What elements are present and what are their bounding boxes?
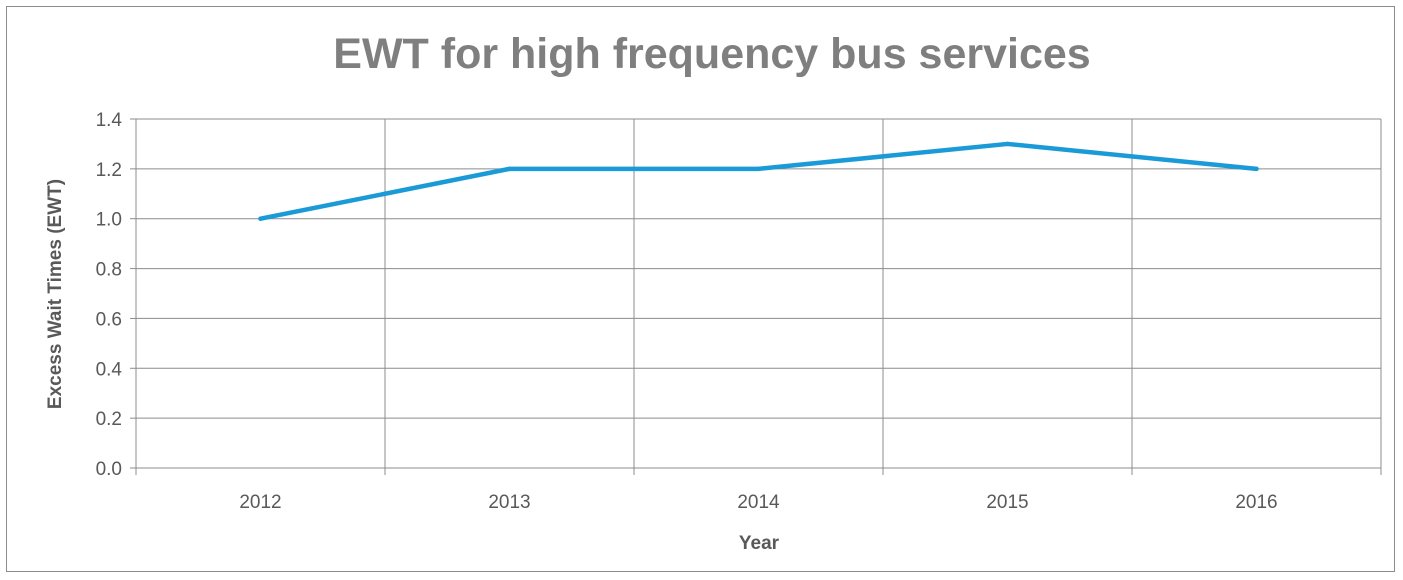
chart-frame: [6, 6, 1395, 572]
data-point: [258, 216, 263, 221]
x-axis-title: Year: [739, 533, 780, 554]
chart-title: EWT for high frequency bus services: [333, 30, 1090, 78]
data-point: [1005, 141, 1010, 147]
x-tick-label: 2016: [1235, 492, 1277, 513]
y-axis-title: Excess Wait Times (EWT): [45, 179, 66, 409]
y-tick-label: 0.2: [96, 409, 122, 430]
axes: [130, 118, 1382, 475]
data-point: [1254, 166, 1259, 172]
gridlines: [136, 118, 1382, 468]
data-point: [507, 166, 512, 172]
y-tick-label: 0.8: [96, 260, 122, 281]
x-tick-label: 2013: [488, 492, 530, 513]
series-line: [258, 141, 1259, 221]
x-tick-label: 2014: [737, 492, 780, 513]
y-tick-label: 0.6: [96, 309, 122, 330]
y-tick-label: 1.2: [96, 160, 122, 181]
y-tick-label: 1.0: [96, 210, 122, 231]
series-layer: [258, 141, 1259, 221]
y-tick-labels: 0.0 0.2 0.4 0.6 0.8 1.0 1.2 1.4: [96, 110, 123, 480]
x-tick-label: 2012: [239, 492, 281, 513]
x-tick-labels: 2012 2013 2014 2015 2016: [239, 492, 1277, 513]
y-tick-label: 1.4: [96, 110, 123, 131]
y-tick-label: 0.4: [96, 359, 123, 380]
x-tick-label: 2015: [986, 492, 1028, 513]
y-tick-label: 0.0: [96, 459, 122, 480]
data-point: [756, 166, 761, 172]
